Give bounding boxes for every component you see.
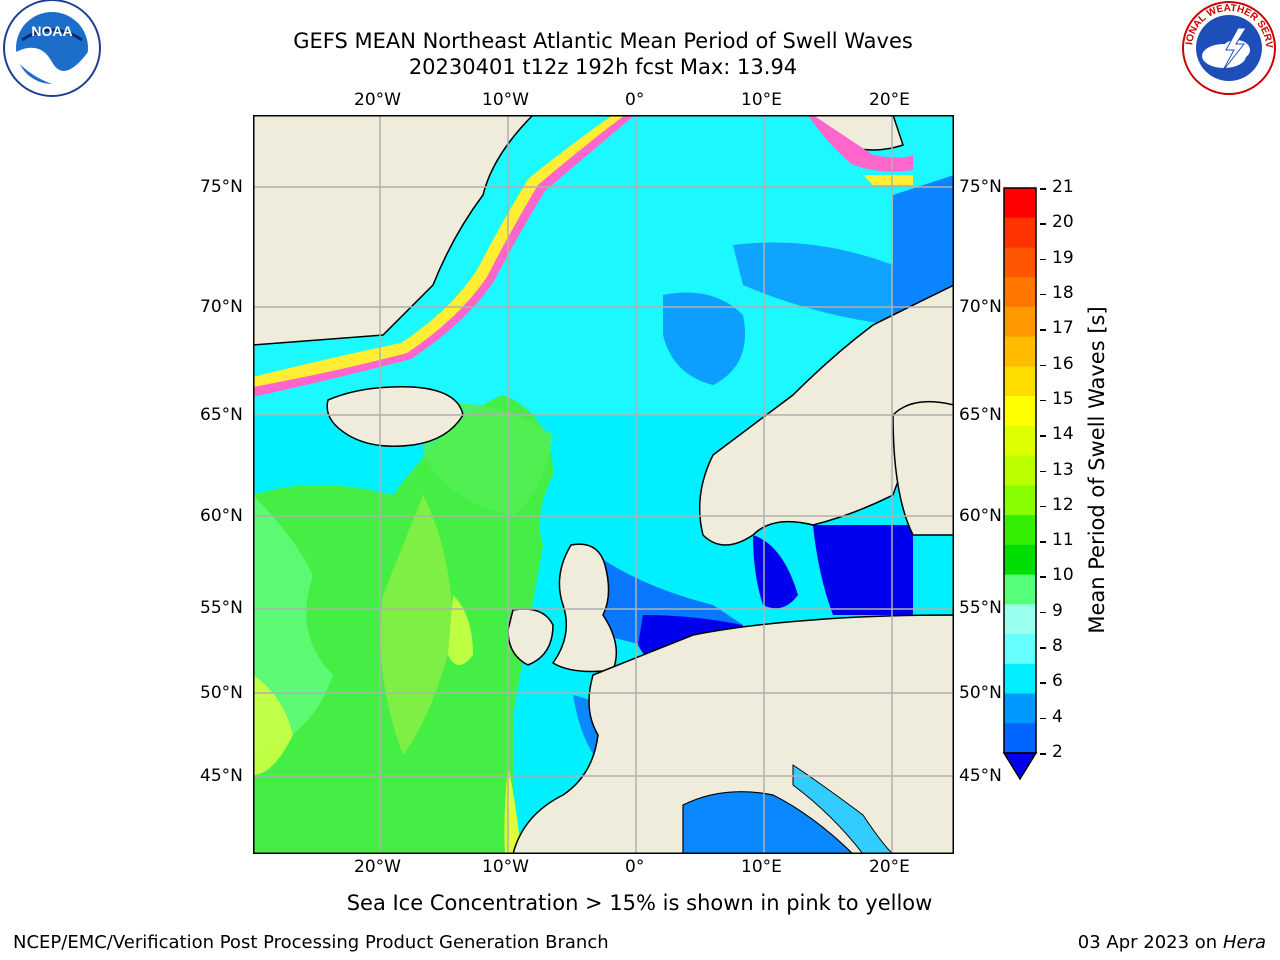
colorbar-tick-mark — [1040, 223, 1046, 225]
sea-ice-note: Sea Ice Concentration > 15% is shown in … — [346, 891, 933, 915]
lon-label-top: 20°E — [869, 90, 910, 110]
nws-logo: NATIONAL WEATHER SERVICE — [1174, 0, 1280, 100]
lat-label-left: 75°N — [200, 177, 243, 197]
lon-label-top: 20°W — [354, 90, 401, 110]
colorbar-swatch — [1004, 277, 1036, 308]
lat-label-right: 45°N — [959, 766, 1002, 786]
colorbar-tick-label: 2 — [1052, 742, 1063, 762]
colorbar-swatch — [1004, 544, 1036, 576]
colorbar-tick-mark — [1040, 470, 1046, 472]
colorbar-tick-label: 19 — [1052, 247, 1074, 268]
colorbar-tick-mark — [1040, 399, 1046, 402]
colorbar-tick-mark — [1040, 258, 1046, 261]
colorbar-tick-mark — [1040, 329, 1046, 331]
baltic-field — [813, 525, 913, 615]
lon-label-top: 10°W — [482, 90, 529, 110]
lat-label-left: 45°N — [200, 766, 243, 786]
colorbar-swatch — [1004, 455, 1036, 486]
map-panel — [253, 115, 954, 854]
noaa-logo: NOAA — [0, 0, 104, 100]
colorbar-tick-label: 21 — [1052, 177, 1074, 197]
lon-label-top: 10°E — [741, 90, 782, 110]
colorbar-swatch — [1004, 188, 1036, 219]
footer-host: Hera — [1222, 932, 1266, 953]
colorbar-tick-label: 9 — [1052, 600, 1063, 621]
chart-title-line2: 20230401 t12z 192h fcst Max: 13.94 — [408, 55, 798, 79]
lat-label-left: 60°N — [200, 506, 243, 526]
colorbar-extend-triangle — [1002, 752, 1038, 781]
colorbar-swatch — [1004, 604, 1036, 635]
colorbar-swatch — [1004, 217, 1036, 248]
lat-label-right: 65°N — [959, 405, 1002, 425]
colorbar-tick-mark — [1040, 611, 1046, 614]
lat-label-right: 50°N — [959, 683, 1002, 703]
lat-label-left: 65°N — [200, 405, 243, 425]
colorbar-tick-label: 14 — [1052, 424, 1074, 445]
colorbar-tick-mark — [1040, 576, 1046, 578]
colorbar-swatch — [1004, 366, 1036, 397]
map-svg — [253, 115, 954, 854]
lat-label-left: 70°N — [200, 297, 243, 317]
colorbar-tick-label: 15 — [1052, 388, 1074, 409]
colorbar-tick-mark — [1040, 435, 1046, 437]
lon-label-bottom: 20°W — [354, 857, 401, 877]
colorbar-tick-label: 8 — [1052, 636, 1063, 657]
colorbar-swatch — [1004, 634, 1036, 665]
lat-label-right: 55°N — [959, 598, 1002, 618]
colorbar-swatch — [1004, 396, 1036, 427]
lon-label-bottom: 10°W — [482, 857, 529, 877]
colorbar-tick-mark — [1040, 753, 1046, 755]
colorbar-swatch — [1004, 574, 1036, 605]
colorbar-tick-label: 11 — [1052, 530, 1074, 551]
lon-label-bottom: 10°E — [741, 857, 782, 877]
colorbar-tick-label: 18 — [1052, 282, 1074, 303]
colorbar-tick-label: 6 — [1052, 671, 1063, 692]
colorbar — [1000, 185, 1040, 785]
colorbar-swatch — [1004, 247, 1036, 278]
colorbar-swatch — [1004, 336, 1036, 367]
lat-label-right: 70°N — [959, 297, 1002, 317]
colorbar-tick-label: 10 — [1052, 565, 1074, 586]
colorbar-swatch — [1004, 723, 1036, 754]
swell-field-blue-patch — [663, 292, 745, 385]
lat-label-left: 50°N — [200, 683, 243, 703]
colorbar-tick-mark — [1040, 293, 1046, 296]
lat-label-right: 60°N — [959, 506, 1002, 526]
lat-label-right: 75°N — [959, 177, 1002, 197]
footer-date: 03 Apr 2023 on — [1077, 932, 1223, 953]
lon-label-bottom: 0° — [625, 857, 645, 877]
colorbar-tick-label: 17 — [1052, 318, 1074, 339]
colorbar-swatch — [1004, 515, 1036, 546]
lat-label-left: 55°N — [200, 598, 243, 618]
colorbar-tick-label: 13 — [1052, 459, 1074, 480]
colorbar-swatch — [1004, 425, 1036, 457]
colorbar-swatch — [1004, 663, 1036, 695]
colorbar-tick-mark — [1040, 682, 1046, 684]
colorbar-tick-mark — [1040, 647, 1046, 649]
graticule — [253, 115, 954, 854]
footer-left: NCEP/EMC/Verification Post Processing Pr… — [13, 932, 609, 953]
lon-label-top: 0° — [625, 90, 645, 110]
colorbar-tick-label: 4 — [1052, 706, 1063, 727]
colorbar-tick-label: 12 — [1052, 494, 1074, 515]
lon-label-bottom: 20°E — [869, 857, 910, 877]
colorbar-swatch — [1004, 306, 1036, 338]
colorbar-tick-mark — [1040, 717, 1046, 720]
colorbar-tick-mark — [1040, 188, 1046, 190]
colorbar-tick-mark — [1040, 541, 1046, 543]
colorbar-tick-label: 20 — [1052, 212, 1074, 233]
map-frame — [253, 115, 954, 854]
chart-title-line1: GEFS MEAN Northeast Atlantic Mean Period… — [293, 29, 913, 53]
colorbar-tick-mark — [1040, 364, 1046, 367]
sea-ice-band — [253, 115, 635, 397]
colorbar-tick-label: 16 — [1052, 353, 1074, 374]
colorbar-tick-mark — [1040, 505, 1046, 508]
colorbar-swatch — [1004, 485, 1036, 516]
footer-right: 03 Apr 2023 on Hera — [1078, 932, 1266, 953]
noaa-logo-text: NOAA — [31, 23, 72, 39]
colorbar-swatch — [1004, 693, 1036, 724]
